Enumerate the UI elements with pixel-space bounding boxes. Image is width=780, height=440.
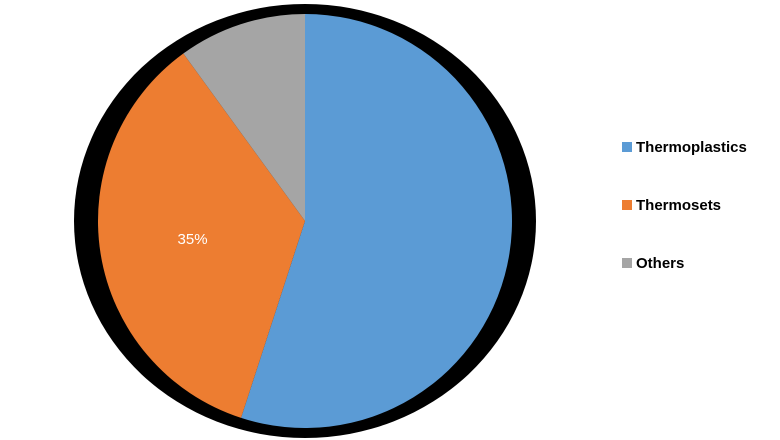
legend-swatch [622, 200, 632, 210]
pie-slice-thermosets [98, 53, 305, 418]
legend-swatch [622, 258, 632, 268]
legend-swatch [622, 142, 632, 152]
pie-slice-others [183, 14, 305, 221]
data-label: 35% [178, 231, 208, 248]
legend-item: Thermoplastics [622, 118, 747, 176]
legend: Thermoplastics Thermosets Others [622, 118, 747, 292]
legend-item: Others [622, 234, 747, 292]
legend-label: Others [636, 254, 685, 272]
pie-slice-thermoplastics [241, 14, 512, 428]
legend-label: Thermosets [636, 196, 722, 214]
legend-item: Thermosets [622, 176, 747, 234]
legend-label: Thermoplastics [636, 138, 747, 156]
